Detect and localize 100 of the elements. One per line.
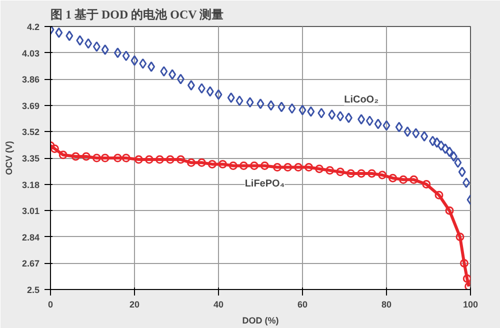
point	[344, 112, 352, 124]
point	[304, 163, 314, 172]
point	[462, 178, 470, 188]
y-tick-label: 3.52	[22, 127, 40, 138]
point	[378, 170, 387, 180]
y-tick-label: 2.67	[22, 258, 40, 269]
point	[186, 158, 196, 167]
point	[227, 92, 235, 103]
point	[315, 164, 324, 174]
y-tick-label: 3.18	[22, 180, 40, 190]
point	[134, 155, 143, 164]
point	[92, 154, 101, 162]
point	[458, 166, 466, 178]
y-tick-label: 2.84	[22, 232, 40, 242]
point	[336, 110, 344, 122]
point	[433, 137, 441, 148]
y-tick-label: 3.01	[22, 206, 40, 216]
point	[434, 190, 444, 200]
point	[214, 89, 222, 100]
x-tick-label: 40	[213, 300, 224, 310]
point	[278, 102, 286, 112]
point	[395, 122, 403, 132]
point	[246, 97, 254, 108]
point	[176, 155, 185, 164]
point	[358, 114, 366, 125]
point	[399, 175, 408, 184]
point	[82, 152, 90, 161]
series-label: LiCoO₂	[344, 94, 379, 106]
point	[288, 103, 296, 114]
y-axis-title: OCV (V)	[4, 140, 14, 175]
point	[139, 58, 147, 69]
point	[144, 155, 154, 164]
x-tick-label: 80	[381, 300, 392, 310]
point	[148, 61, 156, 72]
point	[404, 126, 412, 137]
point	[166, 155, 174, 164]
point	[256, 98, 264, 110]
point	[357, 169, 366, 178]
x-tick-label: 0	[48, 300, 54, 310]
point	[122, 154, 130, 162]
point	[58, 150, 68, 160]
point	[460, 258, 468, 268]
point	[236, 96, 244, 106]
point	[76, 35, 84, 46]
point	[176, 74, 184, 84]
point	[462, 274, 470, 283]
point	[450, 151, 458, 162]
point	[294, 163, 303, 172]
point	[260, 161, 269, 170]
point	[454, 157, 462, 168]
y-tick-label: 3.69	[22, 100, 40, 111]
point	[298, 104, 306, 116]
chart-title: 图 1 基于 DOD 的电池 OCV 测量	[50, 8, 224, 22]
point	[442, 143, 450, 154]
point	[197, 158, 206, 167]
point	[228, 161, 238, 170]
point	[206, 86, 214, 97]
point	[284, 163, 292, 172]
x-axis-title: DOD (%)	[242, 316, 279, 326]
point	[101, 44, 109, 55]
point	[446, 146, 454, 158]
y-tick-label: 4.03	[22, 48, 40, 58]
point	[55, 27, 63, 38]
point	[456, 232, 464, 242]
point	[130, 55, 138, 66]
x-tick-label: 60	[297, 300, 308, 310]
point	[307, 106, 315, 117]
point	[318, 108, 326, 118]
point	[328, 109, 336, 120]
point	[428, 136, 436, 146]
point	[420, 131, 428, 142]
point	[114, 48, 122, 58]
point	[368, 169, 376, 178]
point	[445, 206, 454, 215]
point	[410, 175, 418, 184]
point	[326, 166, 334, 175]
point	[84, 38, 92, 49]
x-tick-label: 20	[129, 300, 140, 310]
point	[187, 80, 195, 91]
point	[168, 69, 176, 80]
point	[437, 140, 445, 151]
point	[113, 154, 122, 162]
point	[66, 30, 74, 42]
point	[374, 118, 382, 130]
y-tick-label: 3.86	[22, 74, 40, 85]
point	[382, 120, 390, 131]
point	[250, 161, 258, 170]
y-tick-label: 4.2	[26, 22, 40, 32]
y-tick-label: 2.5	[26, 285, 40, 295]
series-label: LiFePO₄	[244, 178, 285, 190]
point	[122, 50, 130, 62]
point	[71, 152, 80, 161]
point	[346, 169, 356, 178]
point	[422, 180, 431, 189]
point	[239, 161, 248, 170]
point	[218, 160, 227, 168]
point	[198, 83, 206, 94]
point	[267, 100, 275, 111]
point	[412, 128, 420, 138]
x-tick-label: 100	[462, 300, 478, 310]
